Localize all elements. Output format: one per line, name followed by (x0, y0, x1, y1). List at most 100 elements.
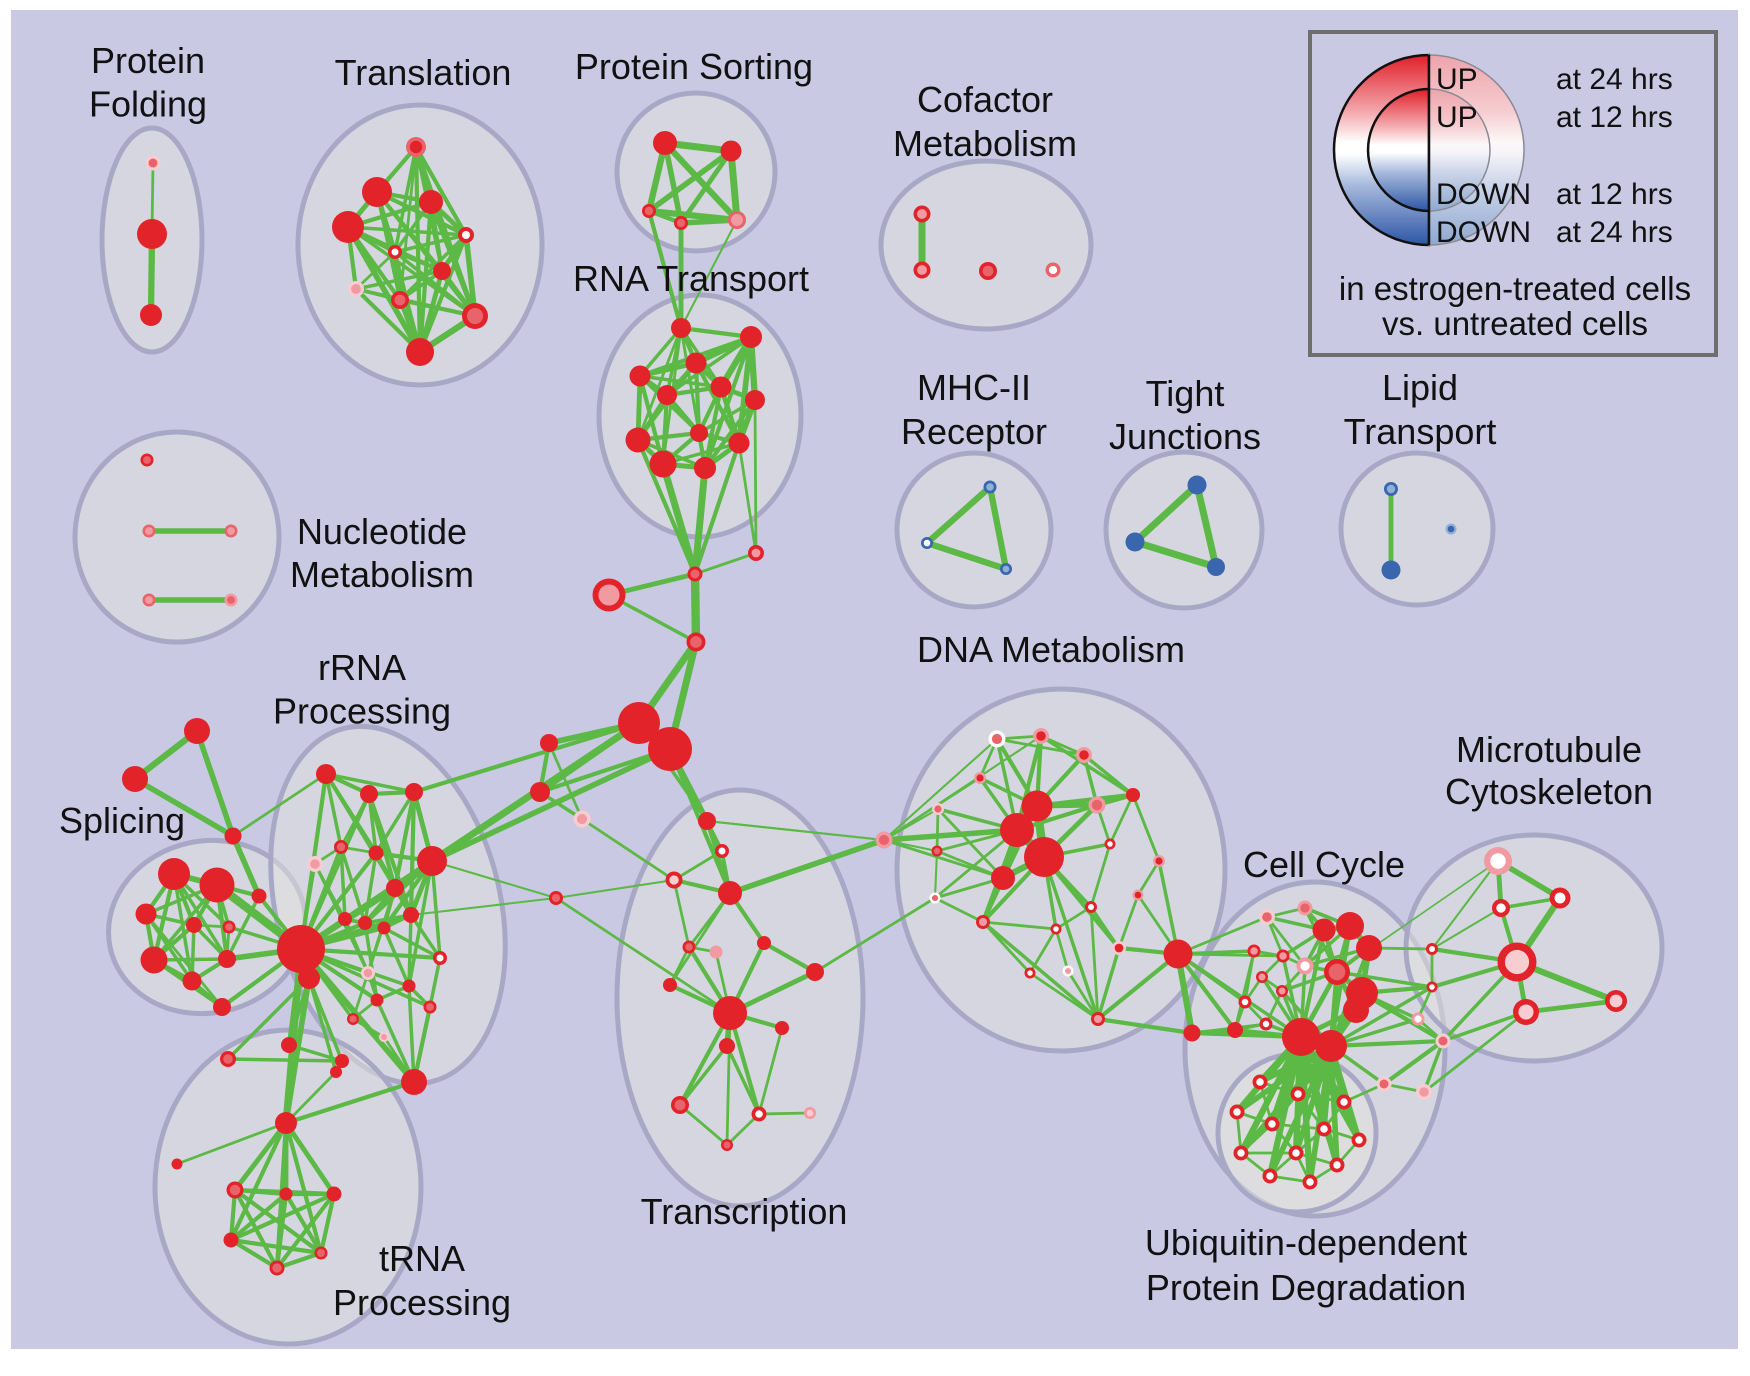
edge-d25-c1 (1176, 915, 1269, 956)
edge-rt4-rt5 (638, 374, 723, 389)
node-s6 (140, 946, 168, 974)
node-d4 (974, 772, 986, 784)
edge-c15-u10 (1297, 1033, 1341, 1169)
node-outer-j7 (540, 734, 558, 752)
edge-t14-t15 (757, 1111, 812, 1116)
edge-r10-r16 (363, 921, 379, 1002)
cluster-label-rrna-processing-line0: rRNA (318, 647, 406, 688)
node-x1 (184, 718, 210, 744)
edge-tn2-tn5 (274, 1191, 289, 1271)
node-u2 (1290, 1086, 1306, 1102)
node-outer-d25 (1163, 939, 1193, 969)
node-d26 (1183, 1024, 1201, 1042)
node-j7 (540, 734, 558, 752)
edge-r12-j10 (409, 896, 558, 917)
edge-j11-d13 (882, 838, 939, 853)
node-outer-t1 (698, 812, 716, 830)
node-outer-c5 (1356, 935, 1382, 961)
node-inner-s5 (225, 923, 233, 931)
node-d9 (1000, 813, 1034, 847)
node-outer-rh2 (298, 967, 320, 989)
node-t13 (671, 1096, 689, 1114)
edge-th-tn4 (228, 1120, 289, 1243)
edge-r16-r23 (375, 998, 416, 1084)
node-c23 (1416, 1084, 1432, 1100)
node-outer-t12 (719, 1038, 735, 1054)
edge-j9-t3 (580, 817, 676, 882)
cluster-label-tight-junctions-line1: Junctions (1109, 416, 1261, 457)
edge-t10-j10 (554, 896, 732, 1015)
edge-m5-m6 (1523, 998, 1619, 1015)
node-m2 (1549, 887, 1571, 909)
legend-note-line2: vs. untreated cells (1382, 305, 1648, 342)
edge-d19-d24 (1089, 905, 1100, 1021)
node-t6 (709, 945, 723, 959)
node-rt1 (671, 318, 691, 338)
node-j5 (618, 702, 660, 744)
cluster-label-microtubule-cytoskeleton-line1: Cytoskeleton (1445, 771, 1653, 812)
edge-d10-d24 (1042, 855, 1100, 1021)
node-inner-cf1 (917, 209, 927, 219)
edge-d13-d16 (933, 849, 939, 900)
edge-rt2-rt10 (736, 334, 754, 446)
legend-word-down-24: DOWN (1436, 216, 1531, 249)
edge-th-tn1 (232, 1120, 289, 1193)
node-s1 (158, 858, 190, 890)
node-t3 (665, 871, 683, 889)
node-tr6 (388, 245, 402, 259)
node-tr8 (348, 281, 364, 297)
node-outer-s3 (135, 903, 157, 925)
cluster-label-tight-junctions-line0: Tight (1146, 373, 1225, 414)
node-outer-r1 (316, 764, 336, 784)
edge-r1-x3 (231, 772, 328, 838)
node-outer-tj3 (1207, 558, 1225, 576)
node-inner-d15 (1155, 857, 1163, 865)
node-inner-t3 (669, 875, 679, 885)
node-outer-rt2 (740, 326, 762, 348)
node-inner-tr6 (391, 248, 399, 256)
node-s7 (182, 971, 202, 991)
node-tj1 (1187, 475, 1207, 495)
edge-c6-c17 (1233, 949, 1256, 1032)
node-r4 (334, 840, 348, 854)
node-inner-tn6 (316, 1248, 326, 1258)
node-inner-c13 (1241, 998, 1249, 1006)
edge-c16-c21 (1328, 1038, 1446, 1049)
edge-r11-r13 (382, 926, 442, 960)
node-inner-c21 (1438, 1036, 1448, 1046)
node-inner-pf1 (148, 158, 158, 168)
edge-r15-r23 (407, 984, 416, 1084)
node-u8 (1233, 1145, 1249, 1161)
legend-box: UP at 24 hrs UP at 12 hrs DOWN at 12 hrs… (1308, 30, 1718, 357)
node-r6 (368, 845, 384, 861)
node-outer-rt1 (671, 318, 691, 338)
edge-c16-c19 (1329, 985, 1434, 1048)
edge-d17-d20 (981, 920, 1058, 931)
edge-r24-rh2 (307, 976, 338, 1074)
node-d2 (1033, 728, 1049, 744)
node-inner-tn1 (229, 1184, 241, 1196)
node-n1 (140, 453, 154, 467)
node-r8 (386, 879, 404, 897)
node-t1 (698, 812, 716, 830)
cluster-ellipse-transcription (614, 787, 866, 1209)
node-inner-tr1 (409, 140, 423, 154)
node-r13 (433, 951, 447, 965)
edge-rt1-rt2 (678, 325, 754, 340)
legend-word-up-12: UP (1436, 101, 1478, 134)
node-rt4 (629, 365, 651, 387)
node-c4 (1336, 912, 1364, 940)
node-inner-c22 (1379, 1079, 1389, 1089)
node-outer-tn7 (171, 1158, 183, 1170)
cluster-label-dna-metabolism-line0: DNA Metabolism (917, 629, 1185, 670)
node-rh2 (298, 967, 320, 989)
node-inner-t5 (685, 943, 693, 951)
cluster-label-protein-sorting-line0: Protein Sorting (575, 46, 813, 87)
node-outer-r3 (405, 783, 423, 801)
edge-r6-r10 (363, 851, 378, 925)
node-inner-r22 (223, 1054, 233, 1064)
cluster-label-trna-processing-line0: tRNA (379, 1238, 465, 1279)
legend-inner-circle-left (1366, 87, 1431, 213)
node-u9 (1288, 1145, 1304, 1161)
